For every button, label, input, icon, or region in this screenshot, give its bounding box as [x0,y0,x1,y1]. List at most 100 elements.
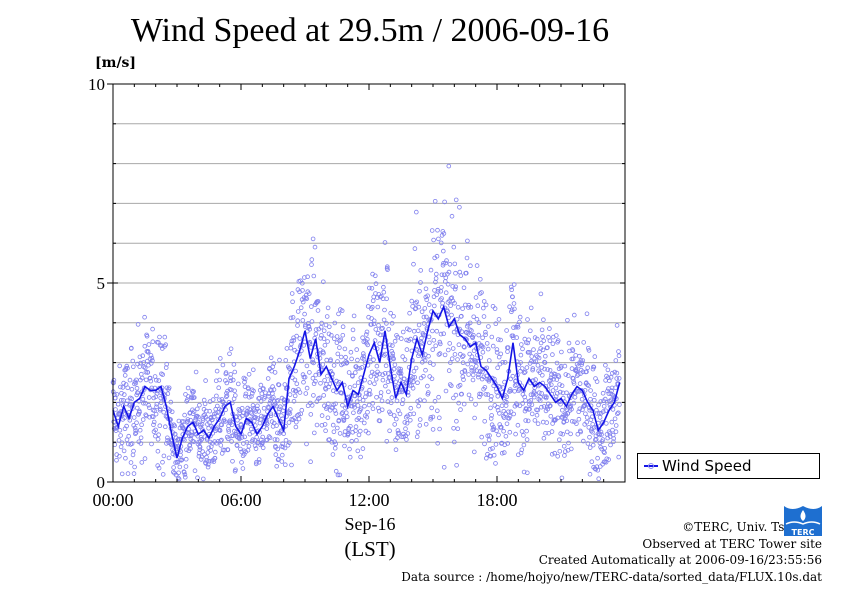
scatter-point [610,407,616,412]
scatter-point [140,353,146,359]
scatter-point [474,316,480,322]
scatter-point [398,371,404,376]
scatter-point [220,447,226,453]
scatter-point [529,358,534,364]
scatter-point [122,415,127,421]
scatter-point [252,443,258,449]
scatter-point [153,427,158,433]
scatter-point [250,437,256,443]
scatter-point [321,328,327,334]
scatter-point [430,347,436,352]
scatter-point [326,324,332,330]
scatter-point [408,405,414,411]
scatter-point [373,376,379,382]
scatter-point [466,392,472,398]
scatter-point [453,392,459,398]
scatter-point [509,309,514,315]
scatter-point [310,375,316,381]
scatter-point [148,375,153,381]
scatter-point [138,435,144,441]
scatter-point [609,397,614,403]
scatter-point [190,390,196,395]
scatter-point [143,400,148,406]
scatter-point [121,380,126,386]
scatter-point [351,410,356,416]
scatter-point [524,470,530,476]
scatter-point [191,409,197,414]
scatter-point [434,328,440,334]
scatter-point [232,388,237,394]
scatter-point [583,411,588,417]
scatter-point [248,410,254,415]
scatter-point [436,415,442,421]
scatter-point [199,436,205,442]
scatter-point [151,419,157,425]
scatter-point [592,392,597,398]
scatter-point [133,430,139,436]
scatter-point [134,420,139,426]
scatter-point [149,441,154,447]
scatter-point [143,369,149,375]
scatter-point [445,308,450,314]
scatter-point [435,440,441,446]
scatter-point [477,369,483,375]
scatter-point [124,363,130,369]
scatter-point [378,390,384,395]
scatter-point [330,452,336,457]
scatter-point [468,304,474,310]
scatter-point [400,397,406,403]
scatter-point [201,397,207,403]
scatter-point [352,405,357,410]
scatter-point [125,365,130,371]
scatter-point [194,414,199,419]
scatter-point [409,298,415,304]
scatter-point [612,416,618,422]
scatter-point [171,465,176,470]
scatter-point [301,379,306,385]
scatter-point [228,372,234,377]
scatter-point [565,411,571,416]
scatter-point [347,385,353,390]
scatter-point [403,414,409,420]
scatter-point [573,368,579,374]
scatter-point [218,438,223,444]
scatter-point [483,455,489,461]
scatter-point [497,384,503,390]
scatter-point [239,435,245,440]
scatter-point [271,420,277,426]
scatter-point [274,437,280,443]
scatter-point [410,304,415,309]
scatter-point [559,383,565,389]
scatter-point [401,376,407,382]
scatter-point [155,463,161,468]
scatter-point [616,454,621,460]
scatter-point [603,421,609,426]
scatter-point [457,382,463,388]
scatter-point [192,395,197,400]
scatter-point [168,399,174,405]
scatter-point [587,471,593,477]
scatter-point [359,365,365,370]
scatter-point [331,336,337,342]
scatter-point [489,422,495,428]
scatter-point [428,267,434,273]
scatter-point [461,401,467,407]
scatter-point [139,460,145,465]
scatter-point [392,362,398,368]
scatter-point [501,450,507,455]
scatter-point [123,366,129,371]
scatter-point [326,384,332,390]
scatter-point [514,402,520,408]
scatter-point [135,322,141,327]
scatter-point [559,407,565,413]
scatter-point [433,276,439,281]
scatter-point [416,322,422,328]
scatter-point [443,275,449,281]
scatter-point [564,418,569,424]
scatter-point [453,270,458,276]
scatter-point [518,360,523,365]
scatter-point [366,402,372,408]
scatter-point [277,357,282,363]
scatter-point [564,429,570,435]
scatter-point [443,290,449,296]
